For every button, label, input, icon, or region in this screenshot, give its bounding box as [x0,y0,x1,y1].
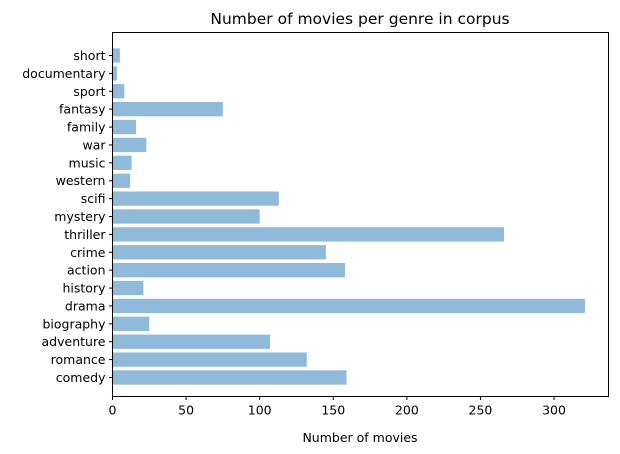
y-tick-label: mystery [54,209,106,224]
bar-western [112,173,131,188]
y-tick-label: history [63,281,107,296]
y-axis: comedy romance adventure biography drama hist… [22,48,113,385]
bar-biography [112,316,150,331]
y-tick-label: family [67,120,106,135]
y-tick-label: western [56,173,106,188]
x-tick-label: 0 [109,403,117,418]
y-tick-label: scifi [81,191,106,206]
bar-fantasy [112,102,223,117]
bar-romance [112,352,307,367]
y-tick-label: adventure [42,334,106,349]
x-axis-label: Number of movies [302,430,417,445]
y-tick-label: documentary [22,66,106,81]
bar-thriller [112,227,505,242]
x-tick-label: 250 [469,403,493,418]
bar-family [112,119,137,135]
chart-title: Number of movies per genre in corpus [210,10,509,28]
bar-sport [112,84,125,99]
x-axis: 0 50 100 150 200 250 300 [109,396,566,418]
bar-short [112,48,120,63]
bars-group [112,48,585,385]
y-tick-label: comedy [56,370,106,385]
y-tick-label: sport [73,84,105,99]
bar-crime [112,245,326,260]
bar-adventure [112,334,270,349]
y-tick-label: crime [70,245,106,260]
bar-music [112,155,132,170]
y-tick-label: fantasy [59,102,106,117]
bar-action [112,263,346,278]
x-tick-label: 50 [178,403,194,418]
y-tick-label: music [69,155,106,170]
y-tick-label: biography [42,316,106,331]
y-tick-label: drama [65,298,106,313]
x-tick-label: 200 [395,403,419,418]
plot-frame [112,32,609,397]
bar-history [112,280,144,296]
bar-documentary [112,66,117,81]
y-tick-label: war [82,137,106,152]
x-tick-label: 100 [248,403,272,418]
x-tick-label: 300 [542,403,566,418]
y-tick-label: action [67,263,105,278]
bar-war [112,137,147,153]
bar-mystery [112,209,260,224]
y-tick-label: thriller [64,227,106,242]
bar-scifi [112,191,279,206]
x-tick-label: 150 [321,403,345,418]
bar-comedy [112,370,347,385]
bar-drama [112,298,585,314]
y-tick-label: romance [51,352,106,367]
y-tick-label: short [73,48,105,63]
